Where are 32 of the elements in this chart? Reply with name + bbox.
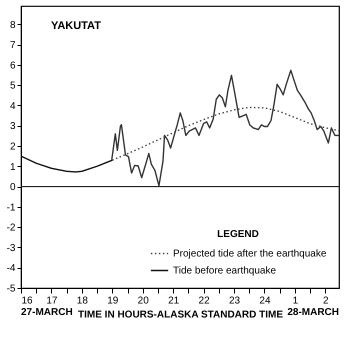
y-tick-label: 1 [10,162,16,173]
y-tick-label: 7 [10,40,16,52]
x-tick-label: 17 [46,296,58,306]
y-tick-label: 8 [10,20,16,31]
text: 28-MARCH [287,307,339,318]
x-tick-label: 22 [198,296,210,306]
y-tick-label: 3 [10,121,16,132]
x-tick-label: 16 [22,296,34,306]
x-tick-label: 24 [259,296,271,306]
legend-title: LEGEND [217,229,259,240]
x-tick-label: 19 [107,296,119,306]
y-tick-label: 6 [10,60,16,72]
x-tick-label: 1 [292,296,299,306]
x-axis-title: TIME IN HOURS-ALASKA STANDARD TIME [78,310,284,320]
text: 27-MARCH [21,307,73,318]
x-tick-label: 18 [76,296,88,306]
x-tick-label: 23 [228,296,241,306]
y-tick-label: -4 [6,263,16,274]
y-tick-label: -2 [6,222,16,234]
y-tick-label: 4 [10,100,16,112]
y-tick-label: -1 [6,202,16,214]
x-tick-label: 21 [168,296,180,306]
x-tick-label: 2 [323,296,330,306]
y-tick-label: 2 [10,141,16,152]
legend-label: Tide before earthquake [173,266,276,276]
text: YAKUTAT [51,20,102,32]
y-tick-label: -3 [6,242,16,254]
legend-label: Projected tide after the earthquake [173,248,327,260]
y-tick-label: -5 [6,284,16,294]
x-tick-label: 20 [138,296,150,306]
y-tick-label: 0 [10,182,16,194]
y-tick-label: 5 [10,80,16,92]
